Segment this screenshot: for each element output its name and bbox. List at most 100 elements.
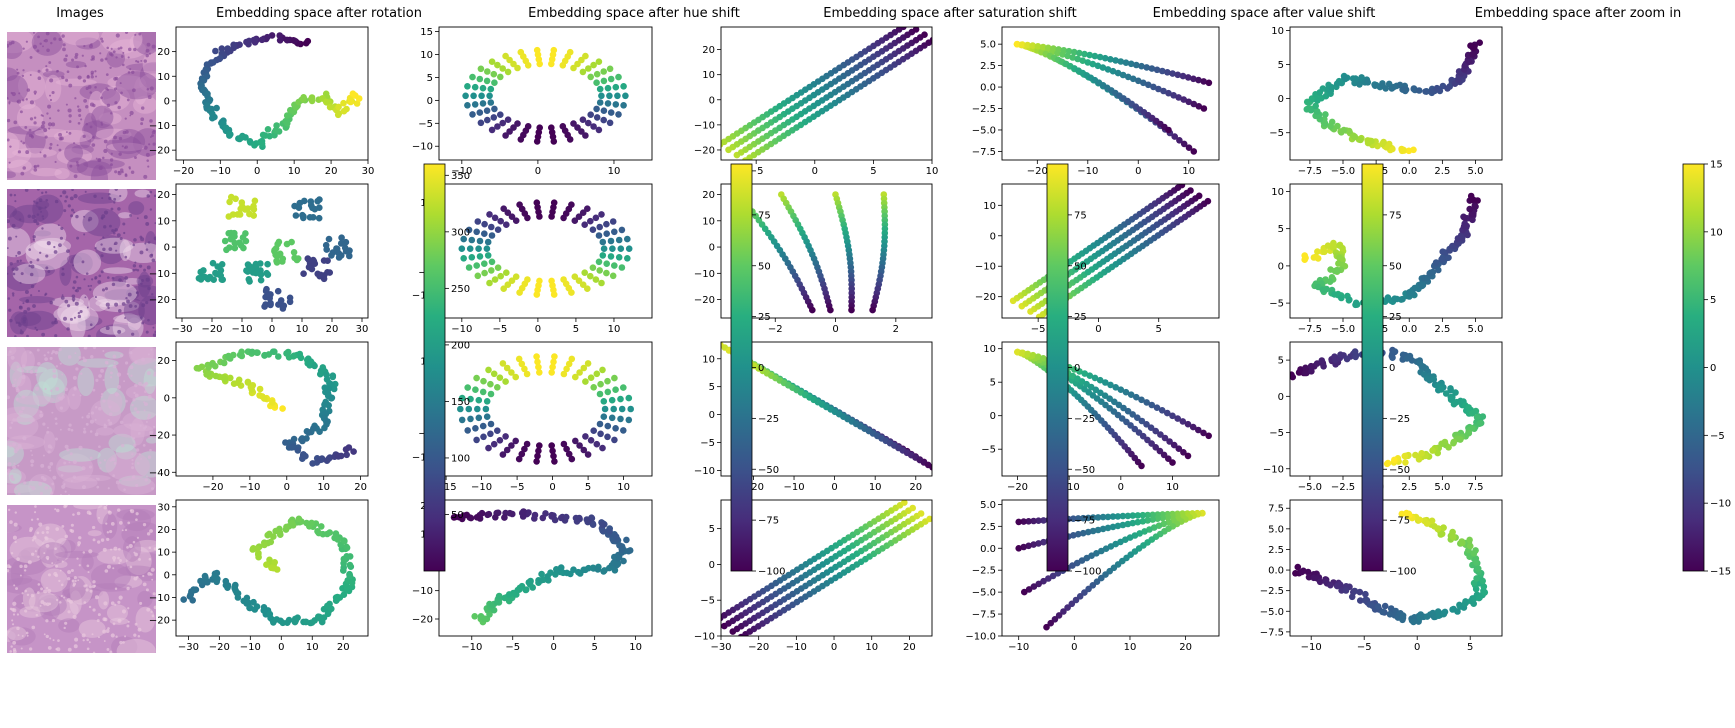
tissue-image (7, 347, 156, 495)
scatter-point (563, 365, 570, 373)
scatter-point (534, 452, 541, 460)
scatter-point (180, 596, 187, 603)
scatter-point (1117, 58, 1125, 65)
colorbar-tick-label: 25 (1074, 312, 1087, 323)
colorbar-tick-label: −75 (758, 516, 779, 527)
scatter-point (572, 373, 579, 381)
scatter-point (1040, 517, 1047, 524)
x-tick-label: 2.5 (1434, 324, 1450, 335)
scatter-point (258, 36, 266, 44)
scatter-point (218, 45, 226, 52)
scatter-point (217, 272, 224, 279)
scatter-point (326, 529, 334, 536)
scatter-point (250, 202, 257, 210)
scatter-point (268, 564, 275, 572)
scatter-point (624, 254, 631, 262)
scatter-point (460, 254, 468, 262)
scatter-point (1409, 289, 1416, 297)
scatter-point (612, 425, 619, 432)
y-tick-label: 5.0 (1268, 524, 1284, 535)
scatter-point (464, 384, 472, 391)
scatter-point (587, 73, 594, 81)
scatter-point (929, 464, 932, 471)
scatter-point (1187, 187, 1194, 194)
scatter-panel: −20 −10 0 10 −7.5 −5.0 −2.5 0.0 2.5 5.0 (972, 26, 1220, 177)
scatter-point (522, 586, 530, 594)
scatter-point (1320, 363, 1327, 370)
y-tick-label: −5.0 (1260, 607, 1284, 618)
scatter-point (497, 111, 504, 118)
scatter-point (596, 99, 604, 106)
scatter-point (592, 214, 600, 222)
scatter-point (1398, 510, 1406, 518)
scatter-point (1434, 608, 1442, 615)
scatter-point (466, 245, 474, 252)
scatter-point (1166, 438, 1173, 445)
y-tick-label: 2.5 (980, 522, 996, 533)
colorbar-tick-label: 75 (758, 210, 771, 221)
scatter-point (929, 36, 932, 44)
x-tick-label: −5 (1031, 324, 1046, 335)
scatter-point (476, 237, 484, 245)
scatter-point (239, 133, 246, 141)
scatter-point (242, 230, 249, 237)
scatter-point (582, 433, 589, 440)
scatter-point (246, 278, 253, 285)
y-tick-label: 5 (1278, 224, 1284, 235)
y-tick-label: −5 (1269, 299, 1284, 310)
scatter-point (473, 514, 481, 521)
scatter-point (302, 452, 309, 460)
x-tick-label: 20 (1179, 642, 1192, 653)
scatter-point (283, 350, 290, 357)
scatter-point (487, 430, 494, 438)
y-tick-label: 15 (420, 27, 433, 38)
scatter-point (584, 205, 591, 212)
scatter-point (595, 126, 603, 134)
scatter-point (590, 61, 597, 69)
scatter-point (581, 221, 588, 228)
scatter-point (508, 277, 516, 285)
scatter-point (1144, 511, 1151, 519)
scatter-point (1029, 351, 1037, 359)
scatter-point (1091, 374, 1099, 382)
x-tick-label: 20 (354, 482, 367, 493)
scatter-point (1345, 127, 1353, 135)
scatter-point (1156, 447, 1164, 455)
y-tick-label: −5 (700, 596, 715, 607)
scatter-point (495, 593, 503, 600)
scatter-point (1415, 87, 1423, 94)
colorbar-tick-label: −100 (1389, 567, 1416, 578)
y-tick-label: 10 (1271, 26, 1284, 37)
x-tick-label: 20 (325, 166, 338, 177)
scatter-point (587, 374, 595, 382)
scatter-point (229, 235, 236, 242)
x-tick-label: −10 (1077, 166, 1098, 177)
scatter-point (473, 436, 480, 444)
colorbar: −100 −75 −50 −25 0 25 50 75 (730, 163, 785, 578)
scatter-point (277, 297, 285, 304)
y-tick-label: 5.0 (980, 40, 996, 51)
scatter-point (1145, 81, 1152, 89)
scatter-point (252, 269, 260, 277)
scatter-point (490, 606, 498, 614)
scatter-point (1020, 518, 1027, 525)
scatter-point (501, 594, 509, 602)
scatter-point (1379, 608, 1386, 616)
scatter-point (251, 36, 259, 44)
scatter-point (201, 572, 209, 580)
scatter-point (1114, 69, 1122, 77)
scatter-point (594, 566, 602, 573)
scatter-point (1099, 64, 1107, 71)
scatter-point (1472, 555, 1480, 562)
scatter-point (1160, 451, 1168, 459)
scatter-point (1477, 419, 1484, 427)
x-tick-label: −2 (768, 324, 783, 335)
scatter-point (488, 267, 495, 274)
x-tick-label: 10 (617, 482, 630, 493)
scatter-point (1184, 74, 1192, 81)
scatter-point (477, 119, 485, 127)
x-tick-label: 5.0 (1434, 482, 1450, 493)
scatter-point (1396, 81, 1404, 89)
scatter-point (487, 380, 494, 388)
